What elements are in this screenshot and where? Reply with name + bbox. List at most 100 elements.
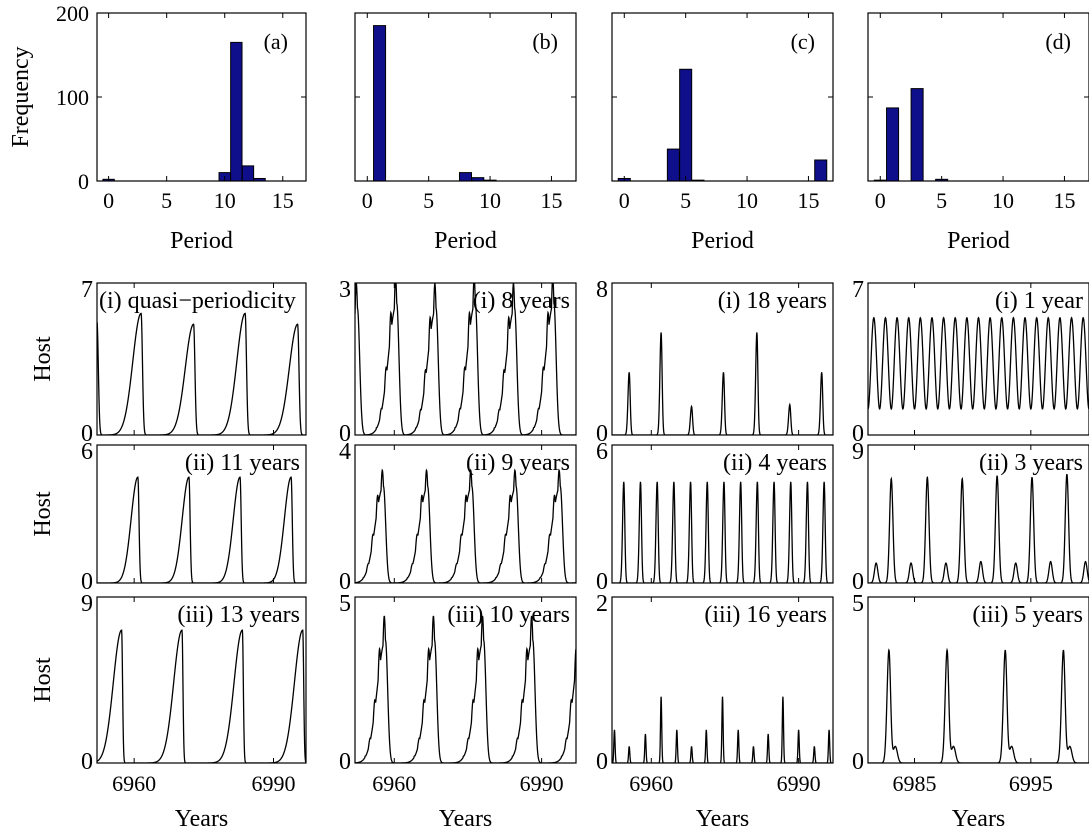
x-tick-label: 10: [992, 188, 1014, 213]
timeseries-panel-1-1: 0 7 Host (i) quasi−periodicity: [30, 277, 307, 447]
histogram-panel-b: 0 5 10 15 Period (b): [354, 12, 577, 254]
x-tick-label: 10: [479, 188, 501, 213]
timeseries-panel-2-2: 0 4 (ii) 9 years: [339, 439, 577, 595]
x-tick-label: 6960: [112, 771, 156, 796]
timeseries-panel-1-4: 0 7 (i) 1 year: [852, 277, 1089, 447]
panel-annotation: (i) quasi−periodicity: [99, 288, 296, 314]
x-tick-label: 5: [161, 188, 172, 213]
y-tick-label: 0: [81, 421, 93, 447]
x-axis-label: Period: [170, 228, 233, 254]
y-tick-label: 2: [596, 591, 608, 617]
axes-frame: [96, 444, 307, 584]
panel-annotation: (i) 18 years: [718, 288, 827, 314]
x-axis-label: Years: [439, 806, 493, 830]
axes-frame: [96, 282, 307, 436]
histogram-bar: [373, 25, 387, 182]
x-tick-label: 6960: [372, 771, 416, 796]
x-tick-label: 0: [619, 188, 630, 213]
histogram-bar: [458, 172, 473, 182]
panel-label: (d): [1045, 29, 1071, 54]
host-series-line: [355, 283, 576, 435]
host-series-line: [868, 316, 1089, 411]
y-tick-label: 0: [596, 421, 608, 447]
y-tick-label: 0: [852, 421, 864, 447]
histogram-panel-a: 0 5 10 15 0 100 200 Period Frequency (a): [8, 1, 307, 254]
panel-annotation: (iii) 16 years: [704, 602, 827, 628]
y-tick-label: 0: [339, 749, 351, 775]
timeseries-panel-3-1: 0 9 6960 6990 Years Host (iii) 13 years: [30, 591, 307, 830]
x-tick-label: 0: [362, 188, 373, 213]
axes-frame: [354, 596, 577, 764]
histogram-bar: [910, 88, 924, 182]
host-series-line: [612, 696, 833, 763]
timeseries-panel-2-4: 0 9 (ii) 3 years: [852, 439, 1089, 595]
y-tick-label: 0: [596, 569, 608, 595]
x-tick-label: 15: [272, 188, 294, 213]
timeseries-panel-1-2: 0 3 (i) 8 years: [339, 277, 577, 447]
axes-frame: [867, 444, 1089, 584]
panel-annotation: (i) 1 year: [995, 288, 1083, 314]
x-tick-label: 5: [936, 188, 947, 213]
x-tick-label: 5: [423, 188, 434, 213]
panel-annotation: (ii) 3 years: [979, 450, 1083, 476]
x-tick-label: 6995: [1009, 771, 1053, 796]
x-axis-label: Years: [175, 806, 229, 830]
y-axis-label: Host: [30, 657, 56, 703]
x-tick-label: 10: [736, 188, 758, 213]
x-tick-label: 6985: [893, 771, 937, 796]
y-tick-label: 3: [339, 277, 351, 303]
y-tick-label: 0: [81, 569, 93, 595]
x-axis-label: Period: [947, 228, 1010, 254]
x-tick-label: 6990: [251, 771, 295, 796]
panel-annotation: (iii) 13 years: [177, 602, 300, 628]
axes-frame: [867, 282, 1089, 436]
y-tick-label: 6: [596, 439, 608, 465]
x-tick-label: 5: [680, 188, 691, 213]
host-series-line: [612, 332, 833, 435]
y-tick-label: 200: [56, 1, 89, 26]
y-tick-label: 0: [81, 749, 93, 775]
y-axis-label: Frequency: [8, 46, 34, 147]
panel-annotation: (ii) 11 years: [185, 450, 300, 476]
y-axis-label: Host: [30, 336, 56, 382]
panel-label: (b): [532, 29, 558, 54]
axes-frame: [96, 596, 307, 764]
histogram-bar: [814, 159, 828, 182]
host-series-line: [97, 312, 306, 435]
y-tick-label: 0: [78, 169, 89, 194]
histogram-bar: [230, 41, 243, 182]
histogram-bar: [886, 107, 900, 182]
y-tick-label: 0: [852, 569, 864, 595]
timeseries-panel-2-3: 0 6 (ii) 4 years: [596, 439, 834, 595]
y-tick-label: 0: [339, 421, 351, 447]
panel-annotation: (iii) 10 years: [447, 602, 570, 628]
histogram-bar: [666, 148, 680, 182]
y-tick-label: 4: [339, 439, 351, 465]
axes-frame: [611, 444, 834, 584]
y-axis-label: Host: [30, 491, 56, 537]
x-tick-label: 10: [214, 188, 236, 213]
host-series-line: [612, 481, 833, 583]
x-tick-label: 15: [540, 188, 562, 213]
y-tick-label: 0: [339, 569, 351, 595]
host-series-line: [97, 629, 306, 763]
x-tick-label: 6990: [520, 771, 564, 796]
x-tick-label: 15: [797, 188, 819, 213]
y-tick-label: 7: [852, 277, 864, 303]
axes-frame: [611, 596, 834, 764]
panel-label: (a): [264, 29, 288, 54]
host-series-line: [97, 476, 306, 583]
panel-annotation: (ii) 4 years: [723, 450, 827, 476]
histogram-panel-d: 0 5 10 15 Period (d): [867, 12, 1089, 254]
histogram-panel-c: 0 5 10 15 Period (c): [611, 12, 834, 254]
timeseries-panel-2-1: 0 6 Host (ii) 11 years: [30, 439, 307, 595]
y-tick-label: 9: [81, 591, 93, 617]
y-tick-label: 5: [852, 591, 864, 617]
axes-frame: [354, 282, 577, 436]
x-axis-label: Period: [434, 228, 497, 254]
panel-annotation: (iii) 5 years: [972, 602, 1083, 628]
histogram-bar: [679, 68, 693, 182]
host-series-line: [355, 468, 576, 583]
